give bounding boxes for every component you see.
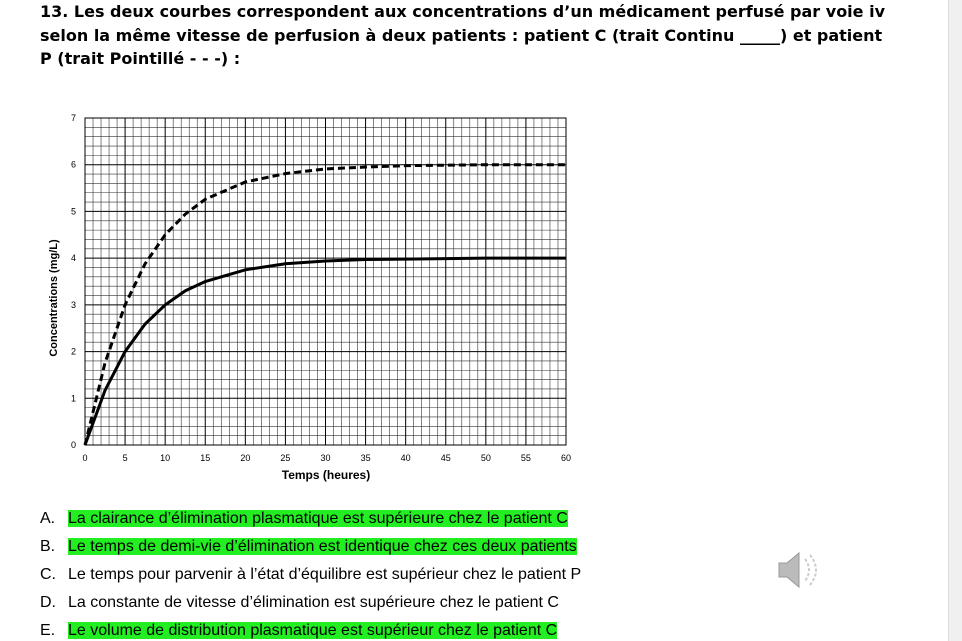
x-tick-label: 10 — [160, 453, 170, 463]
y-tick-label: 6 — [71, 160, 76, 170]
speaker-icon[interactable] — [775, 545, 825, 595]
x-tick-label: 5 — [123, 453, 128, 463]
option-text: La constante de vitesse d’élimination es… — [68, 594, 559, 611]
option-letter: D. — [40, 594, 56, 611]
option-letter: A. — [40, 510, 56, 527]
option[interactable]: C. Le temps pour parvenir à l’état d’équi… — [40, 566, 581, 584]
line-series — [83, 163, 566, 446]
x-tick-label: 30 — [320, 453, 330, 463]
x-axis-label: Temps (heures) — [282, 468, 370, 482]
x-tick-label: 60 — [561, 453, 571, 463]
option[interactable]: D. La constante de vitesse d’élimination … — [40, 594, 559, 612]
option-text: Le temps pour parvenir à l’état d’équili… — [68, 566, 582, 583]
x-tick-label: 40 — [401, 453, 411, 463]
option-letter: C. — [40, 566, 56, 583]
x-tick-label: 35 — [361, 453, 371, 463]
y-tick-label: 0 — [71, 440, 76, 450]
option[interactable]: B. Le temps de demi-vie d’élimination est… — [40, 538, 577, 556]
option-letter: E. — [40, 622, 56, 639]
option-text: Le temps de demi-vie d’élimination est i… — [68, 538, 577, 555]
y-tick-label: 3 — [71, 300, 76, 310]
y-tick-label: 5 — [71, 206, 76, 216]
y-axis-label: Concentrations (mg/L) — [48, 239, 60, 357]
scrollbar[interactable] — [948, 0, 962, 641]
y-tick-label: 2 — [71, 347, 76, 357]
x-tick-label: 20 — [240, 453, 250, 463]
y-tick-label: 7 — [71, 113, 76, 123]
x-tick-label: 50 — [481, 453, 491, 463]
line-series — [83, 256, 566, 446]
option-text: Le volume de distribution plasmatique es… — [68, 622, 558, 639]
option[interactable]: E. Le volume de distribution plasmatique … — [40, 622, 558, 640]
x-tick-label: 45 — [441, 453, 451, 463]
x-tick-label: 25 — [280, 453, 290, 463]
y-tick-label: 4 — [71, 253, 76, 263]
x-tick-label: 15 — [200, 453, 210, 463]
option-text: La clairance d’élimination plasmatique e… — [68, 510, 568, 527]
option[interactable]: A. La clairance d’élimination plasmatique… — [40, 510, 568, 528]
question: 13. Les deux courbes correspondent aux c… — [40, 2, 885, 68]
option-letter: B. — [40, 538, 56, 555]
x-tick-label: 55 — [521, 453, 531, 463]
y-tick-label: 1 — [71, 393, 76, 403]
x-tick-label: 0 — [82, 453, 87, 463]
chart: Concentrations (mg/L) Temps (heures) 0 5 1… — [48, 113, 571, 482]
